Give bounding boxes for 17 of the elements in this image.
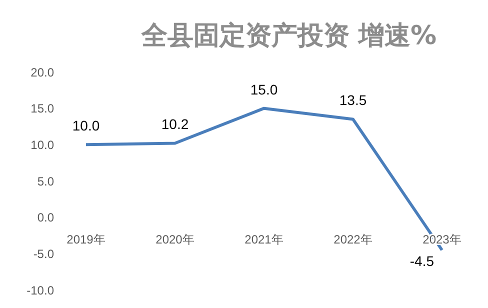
data-label: 13.5 [339,92,367,108]
y-tick-label: 10.0 [30,138,54,152]
data-label: 10.2 [161,116,189,132]
x-tick-label: 2021年 [244,232,284,246]
x-tick-label: 2019年 [66,232,106,246]
y-tick-label: 20.0 [30,65,54,80]
x-tick-label: 2020年 [156,232,194,246]
x-tick-label: 2022年 [334,232,372,246]
y-tick-label: 15.0 [30,102,54,116]
y-tick-label: 5.0 [37,174,54,188]
y-tick-label: -5.0 [33,246,54,261]
chart-title: 全县固定资产投资 增速% [140,20,438,53]
y-tick-label: 0.0 [37,210,54,225]
data-label: 10.0 [72,118,100,134]
data-label: 15.0 [250,81,278,98]
y-tick-label: -10.0 [26,283,54,298]
data-label: -4.5 [410,253,434,270]
